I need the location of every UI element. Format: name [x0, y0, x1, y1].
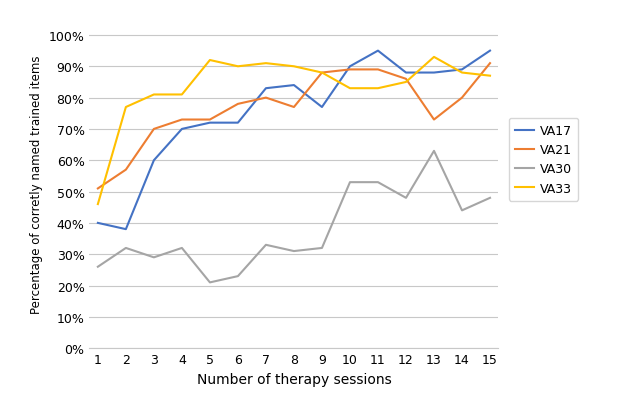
Line: VA33: VA33: [98, 58, 490, 205]
VA33: [346, 87, 354, 92]
VA17: [94, 221, 102, 226]
VA17: [374, 49, 382, 54]
VA21: [374, 68, 382, 72]
VA33: [122, 105, 130, 110]
VA21: [150, 127, 158, 132]
VA30: [262, 243, 270, 247]
VA33: [290, 65, 298, 70]
VA17: [206, 121, 213, 126]
VA33: [430, 55, 438, 60]
VA33: [486, 74, 494, 79]
VA30: [234, 274, 242, 279]
VA21: [430, 118, 438, 123]
VA21: [486, 62, 494, 66]
VA30: [486, 196, 494, 201]
VA30: [402, 196, 410, 201]
Line: VA21: VA21: [98, 64, 490, 189]
VA21: [262, 96, 270, 101]
VA30: [290, 249, 298, 254]
VA17: [178, 127, 186, 132]
VA33: [318, 71, 326, 76]
VA21: [234, 102, 242, 107]
VA33: [206, 58, 213, 63]
VA17: [430, 71, 438, 76]
VA30: [318, 246, 326, 251]
VA30: [206, 280, 213, 285]
VA30: [346, 180, 354, 185]
VA30: [150, 255, 158, 260]
VA21: [458, 96, 466, 101]
VA17: [262, 87, 270, 92]
VA17: [150, 158, 158, 163]
VA17: [122, 227, 130, 232]
Line: VA17: VA17: [98, 51, 490, 230]
VA17: [458, 68, 466, 72]
VA33: [458, 71, 466, 76]
Line: VA30: VA30: [98, 151, 490, 283]
VA17: [346, 65, 354, 70]
VA33: [374, 87, 382, 92]
VA17: [234, 121, 242, 126]
VA30: [122, 246, 130, 251]
VA21: [122, 168, 130, 173]
VA17: [486, 49, 494, 54]
Legend: VA17, VA21, VA30, VA33: VA17, VA21, VA30, VA33: [509, 118, 578, 201]
VA30: [430, 149, 438, 154]
VA33: [94, 202, 102, 207]
Y-axis label: Percentage of corretly named trained items: Percentage of corretly named trained ite…: [30, 55, 43, 313]
VA33: [150, 93, 158, 98]
VA30: [458, 209, 466, 213]
VA33: [178, 93, 186, 98]
VA21: [206, 118, 213, 123]
VA21: [94, 187, 102, 192]
VA30: [178, 246, 186, 251]
VA33: [402, 80, 410, 85]
X-axis label: Number of therapy sessions: Number of therapy sessions: [197, 372, 391, 386]
VA21: [318, 71, 326, 76]
VA30: [374, 180, 382, 185]
VA33: [262, 62, 270, 66]
VA21: [346, 68, 354, 72]
VA17: [290, 83, 298, 88]
VA21: [178, 118, 186, 123]
VA30: [94, 264, 102, 269]
VA21: [402, 77, 410, 82]
VA17: [402, 71, 410, 76]
VA17: [318, 105, 326, 110]
VA21: [290, 105, 298, 110]
VA33: [234, 65, 242, 70]
